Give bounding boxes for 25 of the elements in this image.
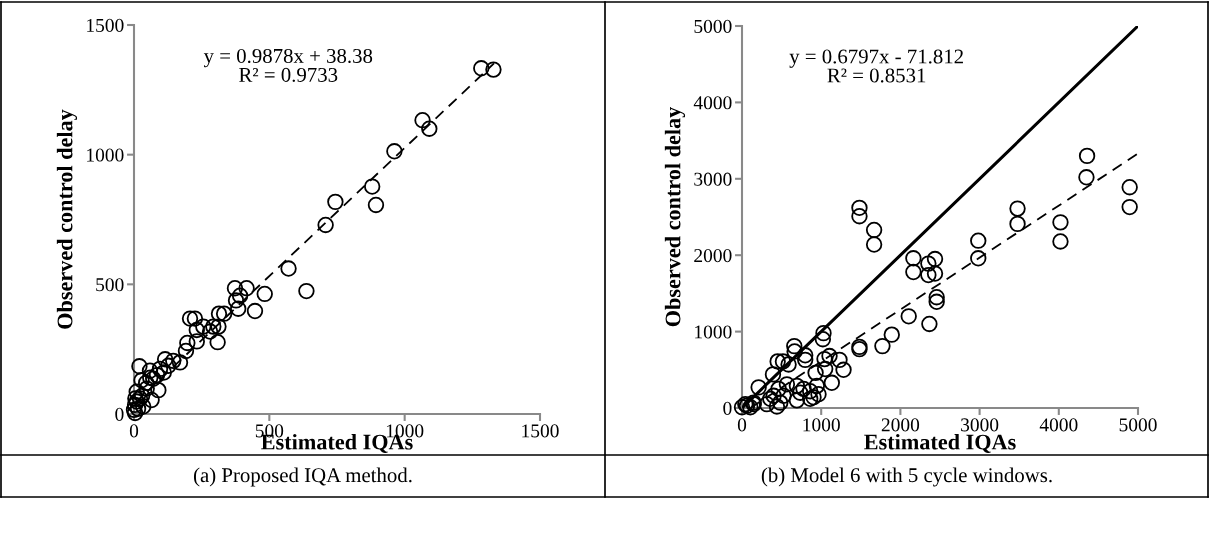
y-tick-label: 4000	[693, 96, 732, 110]
annotation: y = 0.9878x + 38.38 R² = 0.9733	[203, 48, 373, 82]
x-tick-label: 0	[737, 418, 747, 432]
x-tick-label: 2000	[881, 418, 920, 432]
y-axis-title: Observed control delay	[664, 106, 686, 327]
x-tick-label: 1500	[522, 424, 559, 438]
annotation: y = 0.6797x - 71.812 R² = 0.8531	[789, 49, 963, 83]
y-tick-label: 1500	[87, 18, 124, 32]
x-tick-label: 0	[129, 424, 139, 438]
x-tick-label: 5000	[1119, 418, 1157, 432]
y-tick-label: 0	[723, 401, 732, 415]
y-tick-label: 2000	[694, 249, 732, 263]
y-tick-label: 3000	[694, 172, 732, 186]
x-tick-label: 3000	[961, 418, 999, 432]
y-tick-label: 5000	[694, 19, 732, 33]
x-axis-title: Estimated IQAs	[864, 433, 1016, 453]
y-axis-title: Observed control delay	[56, 109, 78, 329]
y-tick-label: 0	[115, 407, 124, 421]
x-tick-label: 4000	[1039, 418, 1078, 432]
y-tick-label: 1000	[695, 325, 732, 339]
y-tick-label: 500	[96, 278, 124, 292]
x-tick-label: 1000	[803, 418, 840, 432]
y-tick-label: 1000	[87, 148, 124, 162]
text: (b) Model 6 with 5 cycle windows.	[761, 467, 1052, 487]
text: (a) Proposed IQA method.	[193, 467, 412, 487]
